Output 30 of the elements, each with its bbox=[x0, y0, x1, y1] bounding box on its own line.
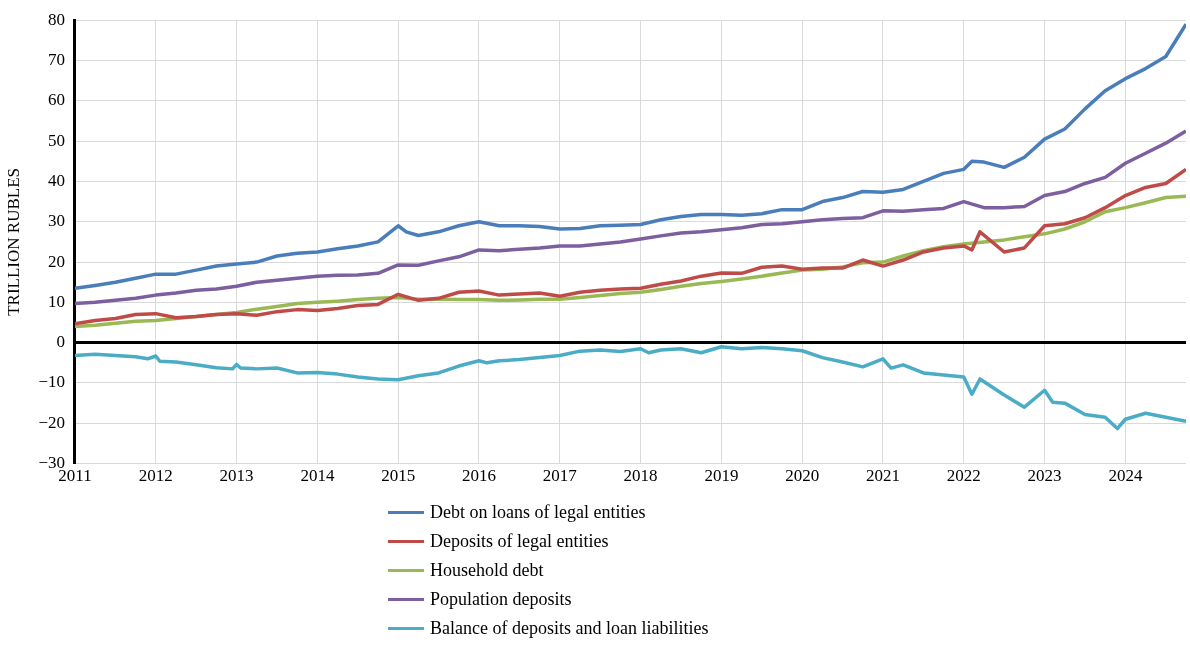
y-tick-label: 40 bbox=[47, 170, 65, 190]
y-tick-label: 60 bbox=[47, 90, 65, 110]
y-tick-label: −20 bbox=[38, 412, 65, 432]
x-tick-label: 2015 bbox=[381, 466, 416, 486]
y-tick-label: 20 bbox=[47, 251, 65, 271]
x-tick-label: 2019 bbox=[704, 466, 739, 486]
x-tick-label: 2013 bbox=[219, 466, 254, 486]
y-tick-label: 30 bbox=[47, 211, 65, 231]
legend-label: Deposits of legal entities bbox=[430, 531, 609, 552]
x-tick-label: 2020 bbox=[785, 466, 820, 486]
y-tick-label: 70 bbox=[47, 49, 65, 69]
y-tick-label: −10 bbox=[38, 372, 65, 392]
legend-label: Debt on loans of legal entities bbox=[430, 502, 646, 523]
legend-label: Population deposits bbox=[430, 589, 572, 610]
x-tick-label: 2012 bbox=[138, 466, 173, 486]
y-tick-label: 0 bbox=[56, 332, 65, 352]
x-tick-label: 2021 bbox=[866, 466, 900, 486]
x-tick-label: 2024 bbox=[1108, 466, 1143, 486]
x-tick-label: 2014 bbox=[300, 466, 335, 486]
x-tick-label: 2018 bbox=[623, 466, 658, 486]
x-tick-label: 2016 bbox=[461, 466, 496, 486]
y-tick-label: 80 bbox=[47, 9, 65, 29]
x-tick-label: 2022 bbox=[946, 466, 981, 486]
legend-label: Household debt bbox=[430, 560, 544, 581]
y-tick-label: 10 bbox=[47, 291, 65, 311]
x-tick-label: 2017 bbox=[542, 466, 578, 486]
y-tick-label: 50 bbox=[47, 130, 65, 150]
legend-label: Balance of deposits and loan liabilities bbox=[430, 618, 709, 639]
x-tick-label: 2023 bbox=[1027, 466, 1062, 486]
y-axis-title: TRILLION RUBLES bbox=[3, 168, 23, 316]
